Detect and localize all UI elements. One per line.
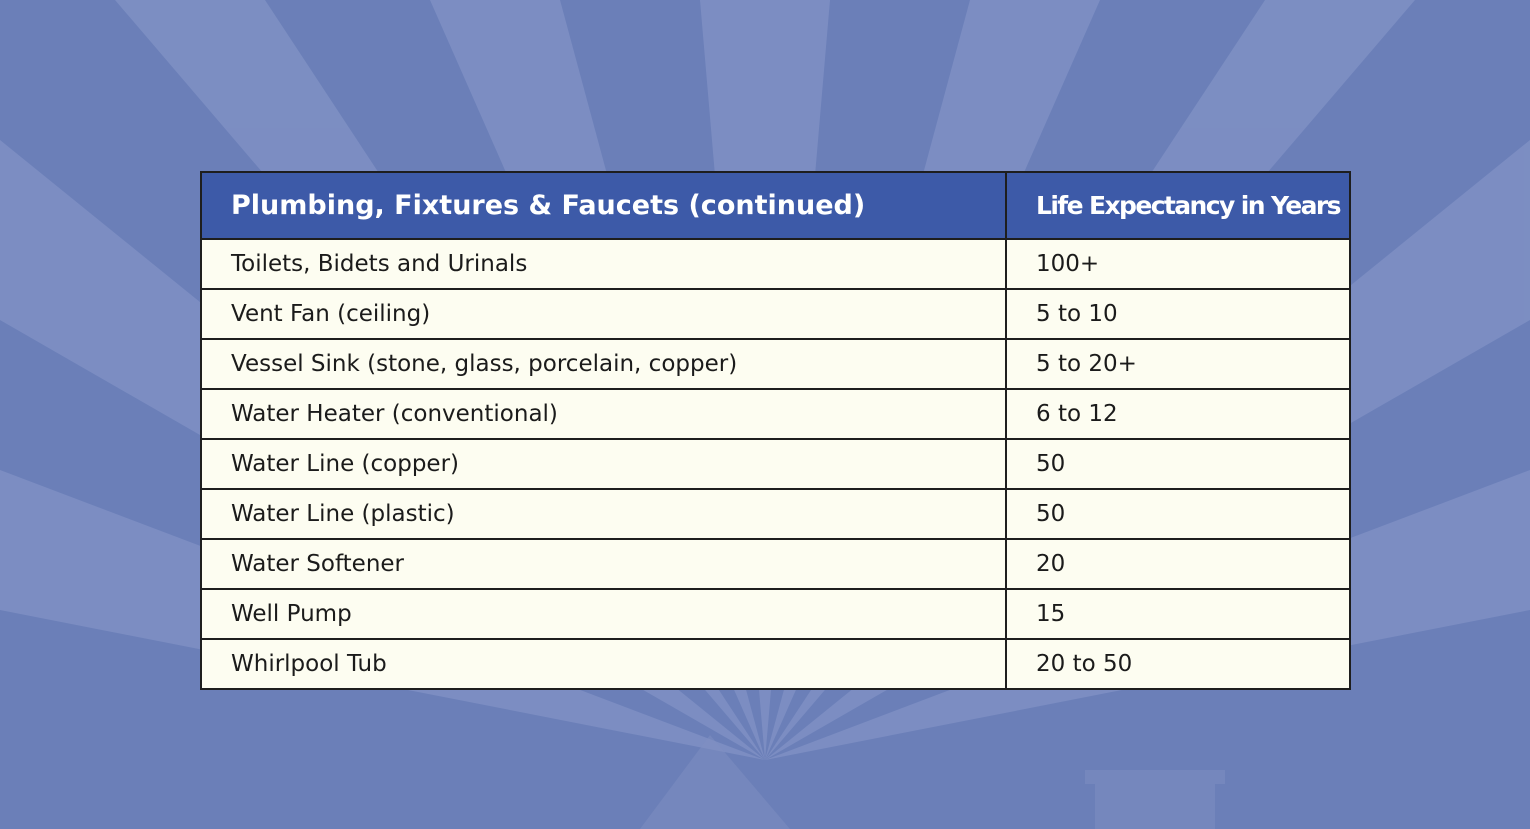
item-name: Whirlpool Tub <box>200 638 1007 690</box>
item-name: Water Line (copper) <box>200 438 1007 490</box>
item-name: Toilets, Bidets and Urinals <box>200 238 1007 290</box>
table-row: Water Softener 20 <box>200 538 1351 590</box>
item-years: 50 <box>1005 488 1351 540</box>
header-life-expectancy: Life Expectancy in Years <box>1005 171 1351 240</box>
table-row: Water Heater (conventional) 6 to 12 <box>200 388 1351 440</box>
item-name: Water Line (plastic) <box>200 488 1007 540</box>
item-years: 20 to 50 <box>1005 638 1351 690</box>
item-name: Well Pump <box>200 588 1007 640</box>
item-years: 100+ <box>1005 238 1351 290</box>
house-silhouette <box>640 735 1225 829</box>
item-years: 5 to 10 <box>1005 288 1351 340</box>
item-years: 6 to 12 <box>1005 388 1351 440</box>
item-years: 50 <box>1005 438 1351 490</box>
table-row: Toilets, Bidets and Urinals 100+ <box>200 238 1351 290</box>
table-row: Water Line (copper) 50 <box>200 438 1351 490</box>
table-row: Water Line (plastic) 50 <box>200 488 1351 540</box>
item-years: 20 <box>1005 538 1351 590</box>
item-name: Water Softener <box>200 538 1007 590</box>
table-row: Well Pump 15 <box>200 588 1351 640</box>
item-name: Vessel Sink (stone, glass, porcelain, co… <box>200 338 1007 390</box>
item-name: Water Heater (conventional) <box>200 388 1007 440</box>
item-years: 15 <box>1005 588 1351 640</box>
header-category: Plumbing, Fixtures & Faucets (continued) <box>200 171 1007 240</box>
item-name: Vent Fan (ceiling) <box>200 288 1007 340</box>
item-years: 5 to 20+ <box>1005 338 1351 390</box>
table-header-row: Plumbing, Fixtures & Faucets (continued)… <box>200 171 1351 240</box>
table-row: Vent Fan (ceiling) 5 to 10 <box>200 288 1351 340</box>
table-row: Whirlpool Tub 20 to 50 <box>200 638 1351 690</box>
life-expectancy-table-container: Plumbing, Fixtures & Faucets (continued)… <box>200 171 1351 690</box>
table-row: Vessel Sink (stone, glass, porcelain, co… <box>200 338 1351 390</box>
life-expectancy-table: Plumbing, Fixtures & Faucets (continued)… <box>200 171 1351 690</box>
